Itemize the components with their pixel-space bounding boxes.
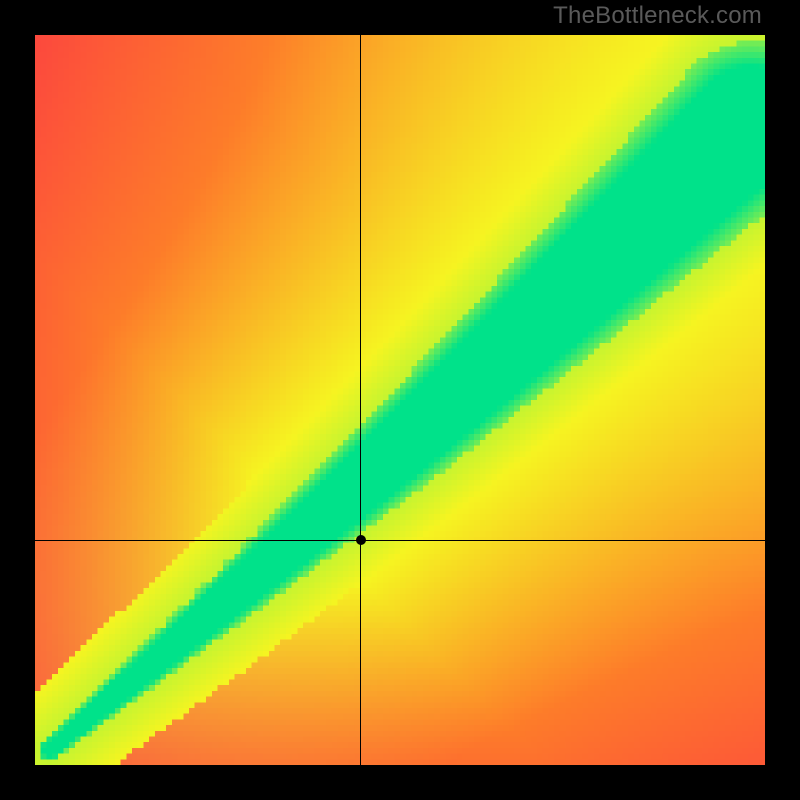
crosshair-vertical xyxy=(360,35,361,765)
watermark-text: TheBottleneck.com xyxy=(553,2,762,30)
heatmap-plot xyxy=(35,35,765,765)
data-point-marker xyxy=(356,535,366,545)
crosshair-horizontal xyxy=(35,540,765,541)
